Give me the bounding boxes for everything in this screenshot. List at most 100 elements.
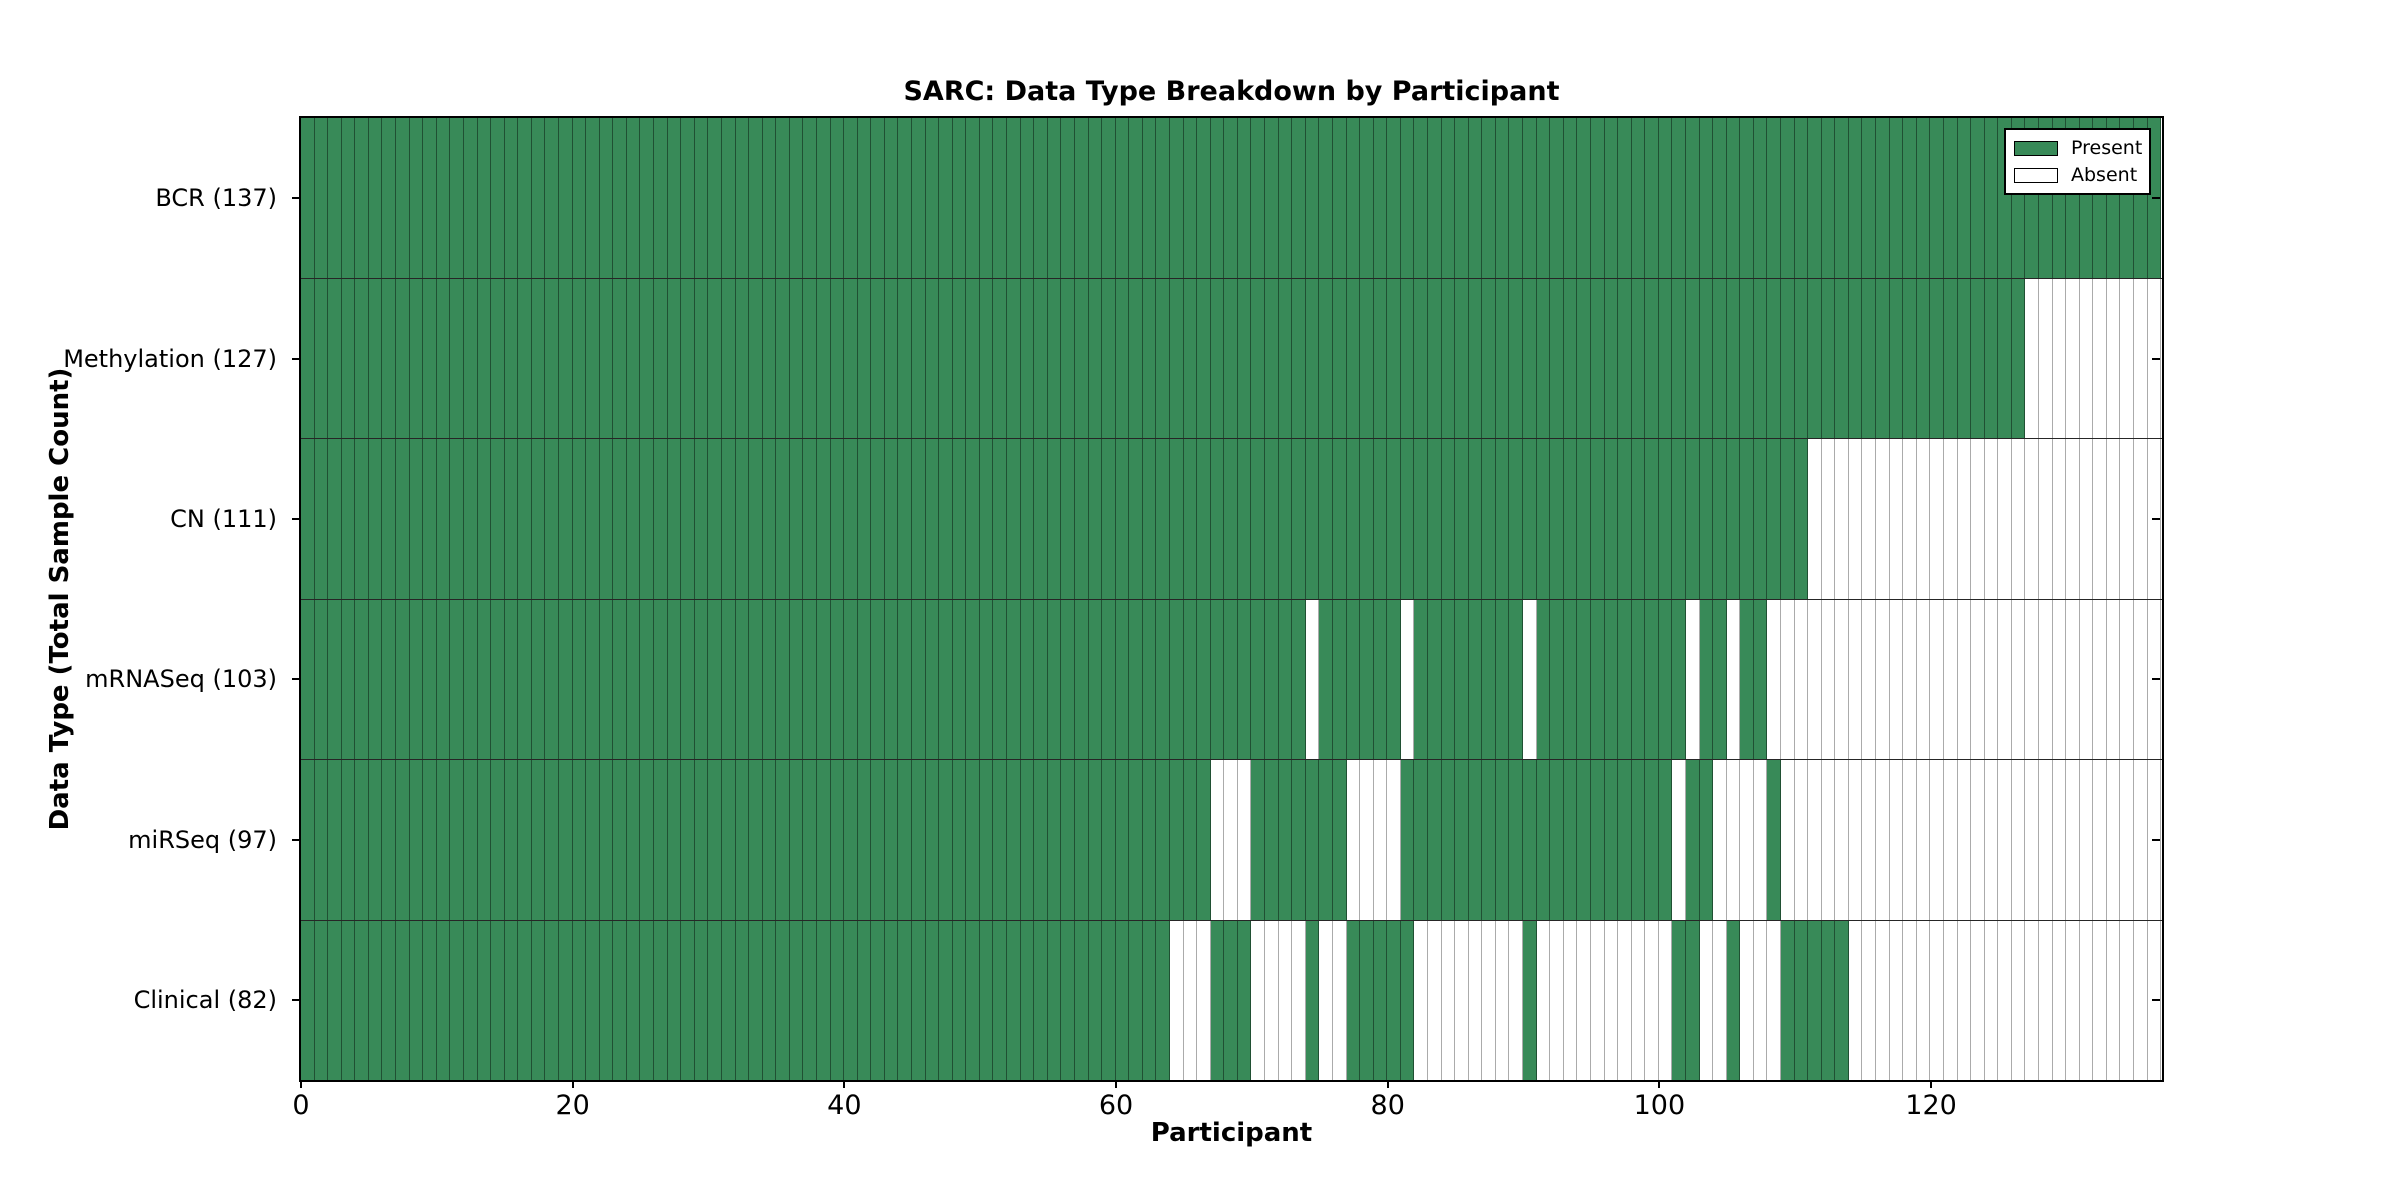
heatmap-cell xyxy=(1577,920,1591,1080)
heatmap-cell xyxy=(1346,118,1361,278)
heatmap-cell xyxy=(1808,760,1822,920)
heatmap-cell xyxy=(626,920,641,1080)
legend-label: Absent xyxy=(2071,164,2138,186)
heatmap-cell xyxy=(1061,920,1075,1080)
heatmap-cell xyxy=(301,118,315,278)
x-tick-label: 40 xyxy=(827,1090,862,1121)
heatmap-cell xyxy=(1455,118,1469,278)
heatmap-cell xyxy=(368,599,383,759)
heatmap-cell xyxy=(789,439,804,599)
heatmap-cell xyxy=(1142,118,1157,278)
heatmap-cell xyxy=(586,599,600,759)
heatmap-cell xyxy=(654,439,668,599)
heatmap-cell xyxy=(1224,439,1238,599)
legend-item-absent: Absent xyxy=(2014,164,2141,186)
heatmap-cell xyxy=(531,278,546,438)
heatmap-cell xyxy=(436,599,451,759)
legend-swatch-absent xyxy=(2014,167,2058,183)
heatmap-cell xyxy=(518,920,532,1080)
heatmap-cell xyxy=(1971,278,1985,438)
heatmap-cell xyxy=(423,760,437,920)
heatmap-cell xyxy=(1509,118,1524,278)
heatmap-cell xyxy=(1767,118,1782,278)
heatmap-cell xyxy=(368,278,383,438)
heatmap-cell xyxy=(2093,599,2107,759)
heatmap-cell xyxy=(1129,599,1143,759)
heatmap-cell xyxy=(1441,920,1456,1080)
heatmap-cell xyxy=(925,118,940,278)
heatmap-cell xyxy=(1224,118,1238,278)
heatmap-cell xyxy=(1129,920,1143,1080)
heatmap-cell xyxy=(572,278,587,438)
heatmap-cell xyxy=(1482,118,1496,278)
y-tick-mark xyxy=(292,678,300,681)
heatmap-cell xyxy=(341,760,356,920)
heatmap-cell xyxy=(966,760,980,920)
heatmap-cell xyxy=(518,278,532,438)
heatmap-cell xyxy=(1753,439,1768,599)
heatmap-cell xyxy=(1699,118,1714,278)
heatmap-row-mirseq xyxy=(301,759,2162,920)
heatmap-cell xyxy=(1278,439,1293,599)
heatmap-cell xyxy=(1251,118,1266,278)
heatmap-cell xyxy=(979,278,994,438)
heatmap-cell xyxy=(1387,278,1401,438)
heatmap-cell xyxy=(1020,760,1035,920)
heatmap-cell xyxy=(1740,599,1754,759)
heatmap-cell xyxy=(1523,278,1537,438)
heatmap-cell xyxy=(1074,118,1089,278)
heatmap-cell xyxy=(1441,599,1456,759)
heatmap-cell xyxy=(341,920,356,1080)
x-tick-label: 80 xyxy=(1370,1090,1405,1121)
heatmap-cell xyxy=(1102,920,1116,1080)
heatmap-cell xyxy=(545,599,559,759)
heatmap-cell xyxy=(816,439,831,599)
heatmap-cell xyxy=(1604,118,1619,278)
heatmap-cell xyxy=(1020,920,1035,1080)
heatmap-cell xyxy=(1604,439,1619,599)
heatmap-cell xyxy=(355,920,369,1080)
heatmap-cell xyxy=(450,920,464,1080)
heatmap-cell xyxy=(884,439,899,599)
heatmap-cell xyxy=(1957,599,1972,759)
heatmap-cell xyxy=(1482,920,1496,1080)
heatmap-cell xyxy=(450,599,464,759)
heatmap-cell xyxy=(1373,920,1388,1080)
heatmap-cell xyxy=(599,278,614,438)
heatmap-cell xyxy=(1631,118,1646,278)
heatmap-cell xyxy=(884,278,899,438)
heatmap-cell xyxy=(1781,920,1795,1080)
heatmap-cell xyxy=(667,920,682,1080)
heatmap-cell xyxy=(1170,920,1184,1080)
heatmap-cell xyxy=(1943,760,1958,920)
heatmap-cell xyxy=(2120,920,2135,1080)
heatmap-cell xyxy=(1373,599,1388,759)
y-tick-label-mirseq: miRSeq (97) xyxy=(128,825,277,854)
heatmap-cell xyxy=(1495,599,1510,759)
heatmap-cell xyxy=(1305,278,1320,438)
heatmap-cell xyxy=(1509,920,1524,1080)
heatmap-cell xyxy=(1876,920,1890,1080)
heatmap-cell xyxy=(1618,760,1632,920)
heatmap-cell xyxy=(640,278,655,438)
heatmap-cell xyxy=(1183,920,1198,1080)
heatmap-cell xyxy=(2039,278,2053,438)
heatmap-cell xyxy=(1604,278,1619,438)
heatmap-cell xyxy=(1971,439,1985,599)
legend-item-present: Present xyxy=(2014,137,2142,159)
heatmap-cell xyxy=(1427,439,1442,599)
heatmap-cell xyxy=(1305,599,1320,759)
heatmap-cell xyxy=(1889,439,1904,599)
heatmap-cell xyxy=(314,760,329,920)
heatmap-cell xyxy=(1943,599,1958,759)
heatmap-cell xyxy=(477,760,492,920)
heatmap-cell xyxy=(1590,278,1605,438)
heatmap-cell xyxy=(1577,118,1591,278)
heatmap-cell xyxy=(2079,278,2094,438)
heatmap-cell xyxy=(1360,439,1374,599)
heatmap-cell xyxy=(1523,118,1537,278)
heatmap-cell xyxy=(1930,760,1944,920)
heatmap-cell xyxy=(328,599,342,759)
heatmap-cell xyxy=(1224,599,1238,759)
heatmap-cell xyxy=(871,760,885,920)
